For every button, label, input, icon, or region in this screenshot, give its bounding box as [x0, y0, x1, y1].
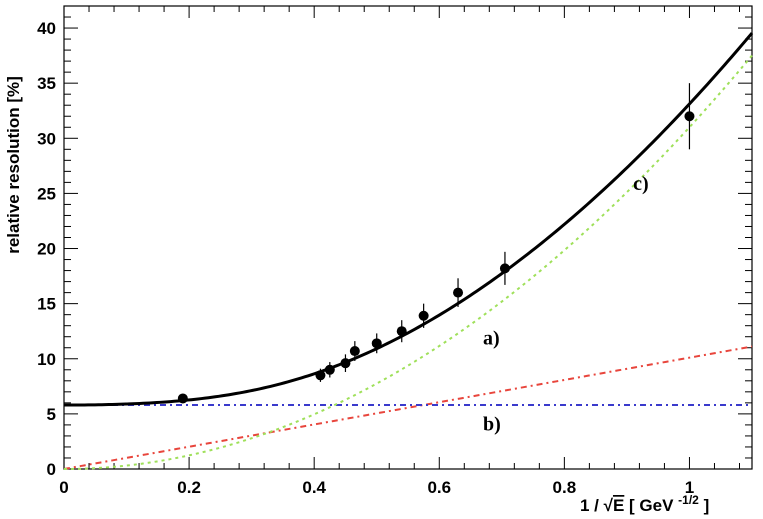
- x-axis-title-unit-open: [ GeV: [624, 496, 678, 515]
- data-point: [315, 370, 326, 381]
- y-tick-label: 5: [47, 405, 56, 424]
- sqrt-symbol: √: [604, 496, 614, 515]
- y-tick-label: 20: [37, 240, 56, 259]
- x-axis-title-unit-close: ]: [699, 496, 709, 515]
- labels-layer: a) b) c): [483, 173, 649, 435]
- y-tick-label: 30: [37, 129, 56, 148]
- x-axis-title-unit-exp: -1/2: [678, 493, 699, 507]
- y-tick-label: 10: [37, 350, 56, 369]
- curve-label-b: b): [483, 413, 501, 435]
- y-tick-label: 25: [37, 184, 56, 203]
- y-tick-label: 35: [37, 74, 56, 93]
- curves-layer: [63, 32, 754, 470]
- plot-frame: [63, 5, 753, 470]
- x-tick-label: 1: [685, 478, 694, 497]
- data-point: [684, 111, 695, 122]
- data-point: [177, 393, 188, 404]
- y-tick-label: 40: [37, 19, 56, 38]
- data-point: [499, 263, 510, 274]
- x-axis-title: 1 / √E [ GeV -1/2 ]: [580, 493, 709, 515]
- curve-c-line: [63, 54, 753, 470]
- x-tick-label: 0.6: [427, 478, 451, 497]
- x-axis-title-prefix: 1 /: [580, 496, 604, 515]
- curve-a-line: [63, 345, 753, 470]
- x-axis-title-var: E: [613, 496, 624, 515]
- x-tick-label: 0: [59, 478, 68, 497]
- y-tick-label: 15: [37, 295, 56, 314]
- data-point: [324, 364, 335, 375]
- data-point: [371, 338, 382, 349]
- x-tick-label: 0.2: [177, 478, 201, 497]
- curve-label-a: a): [483, 327, 500, 349]
- svg-text:1 / √E [ GeV -1/2 ]: 1 / √E [ GeV -1/2 ]: [580, 493, 709, 515]
- x-tick-label: 0.8: [553, 478, 577, 497]
- x-tick-label: 0.4: [302, 478, 326, 497]
- curve-label-c: c): [633, 173, 649, 195]
- data-point: [340, 358, 351, 369]
- y-axis-title: relative resolution [%]: [4, 76, 23, 254]
- data-point: [453, 287, 464, 298]
- y-tick-label: 0: [47, 460, 56, 479]
- data-point: [396, 326, 407, 337]
- data-points-layer: [177, 83, 695, 404]
- data-point: [349, 346, 360, 357]
- data-point: [418, 310, 429, 321]
- curve-total-line: [64, 32, 754, 407]
